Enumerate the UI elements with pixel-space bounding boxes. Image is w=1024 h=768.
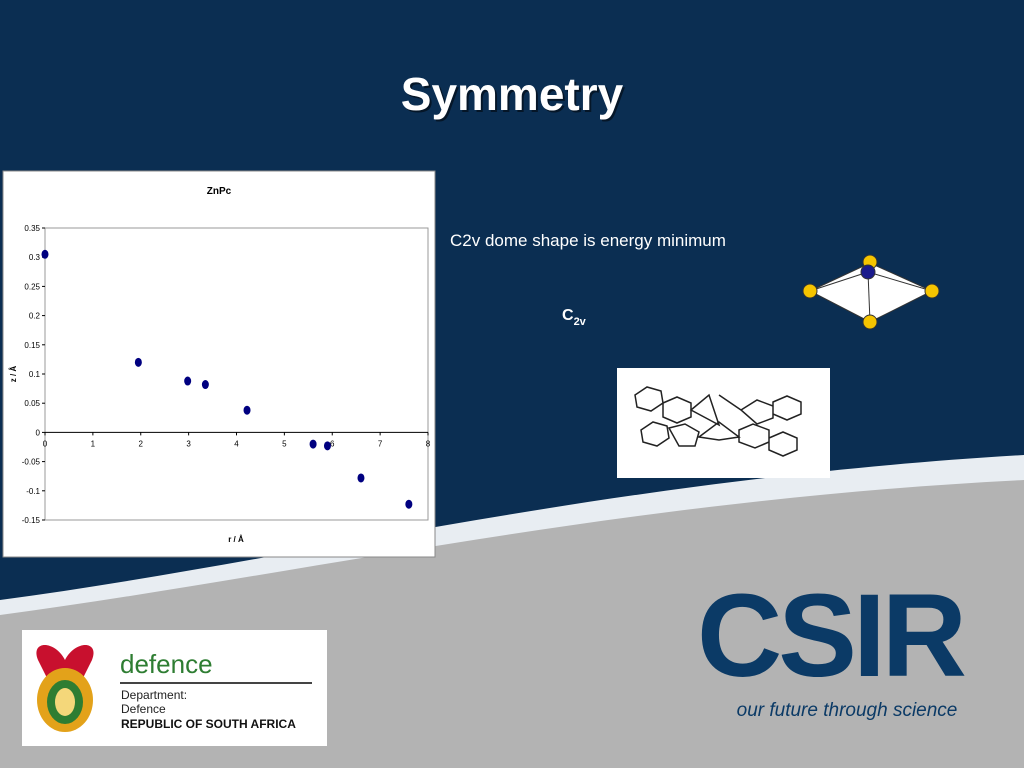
plot-area [44,227,429,521]
molecule-image [617,368,830,478]
symmetry-label: C2v [562,307,587,328]
dome-diagram [802,254,940,330]
y-tick-label: -0.15 [22,516,41,525]
x-tick-label: 8 [426,439,431,448]
x-tick-label: 4 [234,439,239,448]
data-point [323,441,331,451]
y-tick-label: 0.2 [29,312,41,321]
csir-tagline: our future through science [737,700,958,721]
y-tick-label: 0.15 [24,341,40,350]
y-tick-label: 0.35 [24,224,40,233]
y-tick-label: 0.05 [24,399,40,408]
csir-logo: CSIR our future through science [697,570,969,721]
symmetry-sub: 2v [574,316,587,328]
y-tick-label: 0.1 [29,370,41,379]
x-tick-label: 7 [378,439,383,448]
x-tick-label: 1 [91,439,96,448]
x-tick-label: 2 [139,439,144,448]
y-tick-label: 0 [36,428,41,437]
data-point [184,376,192,386]
defence-line1: Department: [121,688,187,702]
defence-line3: REPUBLIC OF SOUTH AFRICA [121,717,296,731]
title-shadow: Symmetry [403,70,626,122]
data-point [243,405,251,415]
data-point [405,499,413,509]
csir-name: CSIR [697,570,965,702]
data-point [309,439,317,449]
x-tick-label: 5 [282,439,287,448]
defence-name: defence [120,649,213,679]
chart: ZnPc r / Å z / Å 0.35 0.3 0.25 0.2 0.15 0.1 0.… [2,170,436,558]
data-point [201,380,209,390]
y-tick-label: 0.3 [29,253,41,262]
data-point [134,357,142,367]
y-tick-label: -0.1 [26,487,40,496]
y-tick-label: 0.25 [24,282,40,291]
data-point [41,249,49,259]
x-tick-label: 0 [43,439,48,448]
symmetry-main: C [562,307,574,324]
y-tick-label: -0.05 [22,458,41,467]
x-tick-label: 6 [330,439,335,448]
x-axis-label: r / Å [228,535,244,544]
data-point [357,473,365,483]
x-tick-label: 3 [186,439,191,448]
slide-title: Symmetry [401,68,624,120]
defence-logo: defence Department: Defence REPUBLIC OF … [22,630,327,746]
coat-of-arms [36,645,94,732]
y-axis-label: z / Å [9,366,18,383]
caption: C2v dome shape is energy minimum [450,231,726,250]
chart-title: ZnPc [207,186,232,197]
defence-line2: Defence [121,702,166,716]
